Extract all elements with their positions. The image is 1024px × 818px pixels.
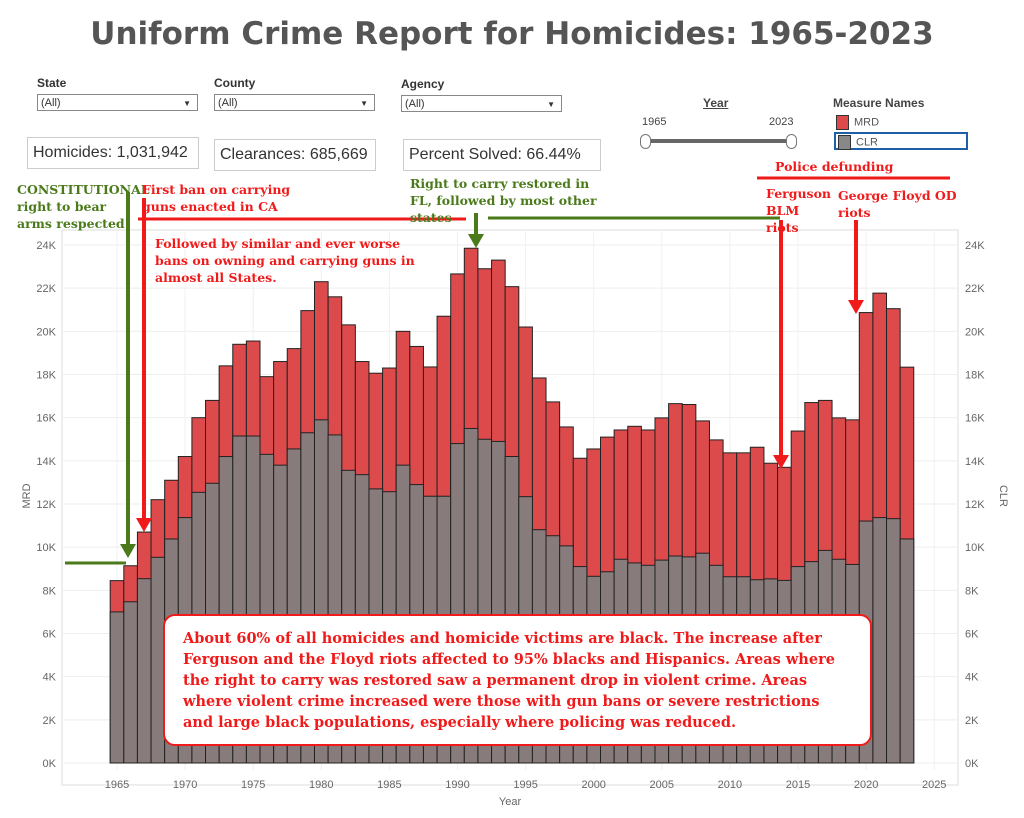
y-tick-left: 16K xyxy=(36,413,56,425)
y-tick-right: 8K xyxy=(965,585,979,597)
bar-clr-1967 xyxy=(136,578,152,764)
annotation-floyd: George Floyd OD riots xyxy=(838,188,957,220)
annotation-followed: Followed by similar and ever worse bans … xyxy=(155,236,415,285)
y-tick-left: 14K xyxy=(36,456,56,468)
y-tick-left: 4K xyxy=(43,672,57,684)
x-tick: 1990 xyxy=(445,779,469,791)
y-axis-title-left: MRD xyxy=(21,483,33,508)
annotation-first-ban: First ban on carrying guns enacted in CA xyxy=(142,182,291,214)
x-tick: 2020 xyxy=(854,779,878,791)
agency-filter-select[interactable]: (All) ▼ xyxy=(401,95,562,112)
y-tick-right: 16K xyxy=(965,413,985,425)
annotation-note-box: About 60% of all homicides and homicide … xyxy=(163,614,872,746)
y-tick-left: 12K xyxy=(36,499,56,511)
legend-title: Measure Names xyxy=(833,96,925,110)
legend-item-clr[interactable]: CLR xyxy=(834,132,968,150)
x-tick: 2000 xyxy=(581,779,605,791)
y-tick-left: 10K xyxy=(36,542,56,554)
y-tick-right: 20K xyxy=(965,326,985,338)
homicides-kpi: Homicides: 1,031,942 xyxy=(27,137,199,169)
y-axis-title-right: CLR xyxy=(997,485,1009,507)
percent-solved-kpi: Percent Solved: 66.44% xyxy=(403,139,601,171)
agency-filter-label: Agency xyxy=(401,77,445,91)
county-filter-value: (All) xyxy=(218,97,238,109)
x-tick: 1985 xyxy=(377,779,401,791)
x-tick: 2010 xyxy=(718,779,742,791)
state-filter-select[interactable]: (All) ▼ xyxy=(37,94,198,111)
constitutional-arrow-arrowhead-icon xyxy=(120,544,136,558)
y-tick-right: 24K xyxy=(965,240,985,252)
year-slider-label: Year xyxy=(703,96,729,110)
y-tick-right: 6K xyxy=(965,629,979,641)
x-tick: 1975 xyxy=(241,779,265,791)
county-filter-label: County xyxy=(214,76,256,90)
floyd-arrow-arrowhead-icon xyxy=(848,300,864,314)
y-tick-right: 0K xyxy=(965,758,979,770)
legend-item-mrd[interactable]: MRD xyxy=(836,115,879,130)
y-tick-right: 4K xyxy=(965,672,979,684)
page-title: Uniform Crime Report for Homicides: 1965… xyxy=(90,16,934,52)
x-tick: 1980 xyxy=(309,779,333,791)
y-tick-right: 2K xyxy=(965,715,979,727)
y-tick-right: 18K xyxy=(965,370,985,382)
bar-clr-1966 xyxy=(123,601,138,764)
y-tick-left: 6K xyxy=(43,629,57,641)
annotation-ferguson: Ferguson BLM riots xyxy=(766,186,832,235)
rtc-arrow-arrowhead-icon xyxy=(468,234,484,248)
chevron-down-icon: ▼ xyxy=(547,100,555,109)
year-slider-min-handle[interactable] xyxy=(640,134,651,149)
agency-filter-value: (All) xyxy=(405,98,425,110)
year-min-label: 1965 xyxy=(642,116,667,128)
state-filter-label: State xyxy=(37,76,67,90)
y-tick-right: 12K xyxy=(965,499,985,511)
y-tick-left: 22K xyxy=(36,283,56,295)
x-tick: 2005 xyxy=(650,779,674,791)
year-max-label: 2023 xyxy=(769,116,794,128)
year-slider-max-handle[interactable] xyxy=(786,134,797,149)
y-tick-right: 14K xyxy=(965,456,985,468)
state-filter-value: (All) xyxy=(41,97,61,109)
y-tick-left: 8K xyxy=(43,585,57,597)
legend-label: MRD xyxy=(854,116,880,129)
x-axis-title: Year xyxy=(499,796,522,808)
bar-clr-2021 xyxy=(872,517,888,764)
county-filter-select[interactable]: (All) ▼ xyxy=(214,94,375,111)
y-tick-left: 18K xyxy=(36,370,56,382)
mrd-swatch xyxy=(836,115,849,130)
bar-clr-2023 xyxy=(899,538,915,764)
ferguson-arrow-arrowhead-icon xyxy=(773,455,789,469)
x-tick: 1995 xyxy=(513,779,537,791)
chevron-down-icon: ▼ xyxy=(360,99,368,108)
y-tick-left: 2K xyxy=(43,715,57,727)
legend-label: CLR xyxy=(856,136,879,149)
y-tick-left: 24K xyxy=(36,240,56,252)
plot-area xyxy=(61,229,959,786)
annotation-rtc: Right to carry restored in FL, followed … xyxy=(410,176,597,225)
x-tick: 2025 xyxy=(922,779,946,791)
x-tick: 1965 xyxy=(105,779,129,791)
y-tick-left: 20K xyxy=(36,326,56,338)
bar-clr-2022 xyxy=(886,518,901,764)
annotation-police-defunding: Police defunding xyxy=(775,159,894,174)
clearances-kpi: Clearances: 685,669 xyxy=(214,139,376,171)
first-ban-arrow-arrowhead-icon xyxy=(136,518,152,532)
annotation-constitutional: CONSTITUTIONAL right to bear arms respec… xyxy=(17,182,150,231)
bar-clr-1965 xyxy=(109,611,125,764)
x-tick: 1970 xyxy=(173,779,197,791)
year-slider-track[interactable] xyxy=(645,139,793,143)
clr-swatch xyxy=(838,135,851,150)
y-tick-right: 22K xyxy=(965,283,985,295)
chevron-down-icon: ▼ xyxy=(183,99,191,108)
y-tick-left: 0K xyxy=(43,758,57,770)
y-tick-right: 10K xyxy=(965,542,985,554)
x-tick: 2015 xyxy=(786,779,810,791)
